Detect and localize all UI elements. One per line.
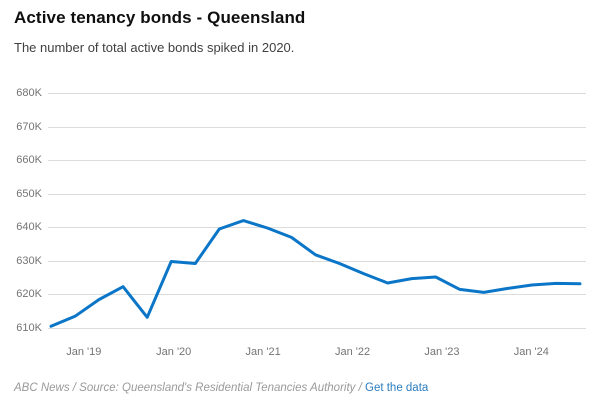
gridline-620K — [48, 294, 586, 296]
gridline-660K — [48, 160, 586, 162]
gridline-640K — [48, 227, 586, 229]
gridline-670K — [48, 126, 586, 128]
x-tick-label: Jan '22 — [334, 346, 371, 358]
chart-footer: ABC News / Source: Queensland's Resident… — [14, 382, 428, 394]
chart-subtitle: The number of total active bonds spiked … — [14, 40, 295, 55]
x-tick-label: Jan '23 — [424, 346, 460, 358]
x-tick-label: Jan '20 — [156, 346, 192, 358]
x-tick-label: Jan '24 — [513, 346, 549, 358]
x-tick-label: Jan '19 — [66, 346, 102, 358]
source-credit: ABC News / Source: Queensland's Resident… — [14, 382, 365, 394]
chart-title: Active tenancy bonds - Queensland — [14, 8, 306, 27]
y-tick-label: 640K — [16, 221, 42, 234]
y-tick-label: 630K — [16, 254, 42, 267]
y-tick-label: 650K — [16, 187, 42, 200]
y-tick-label: 680K — [16, 87, 42, 99]
gridline-630K — [48, 260, 586, 262]
gridline-610K — [48, 328, 586, 329]
x-tick-label: Jan '21 — [245, 346, 281, 358]
gridline-650K — [48, 193, 586, 195]
get-the-data-link[interactable]: Get the data — [365, 382, 429, 394]
y-tick-label: 670K — [16, 120, 42, 133]
y-tick-label: 610K — [16, 322, 42, 334]
y-tick-label: 660K — [16, 154, 42, 167]
y-tick-label: 620K — [16, 288, 42, 301]
gridline-680K — [48, 93, 586, 94]
